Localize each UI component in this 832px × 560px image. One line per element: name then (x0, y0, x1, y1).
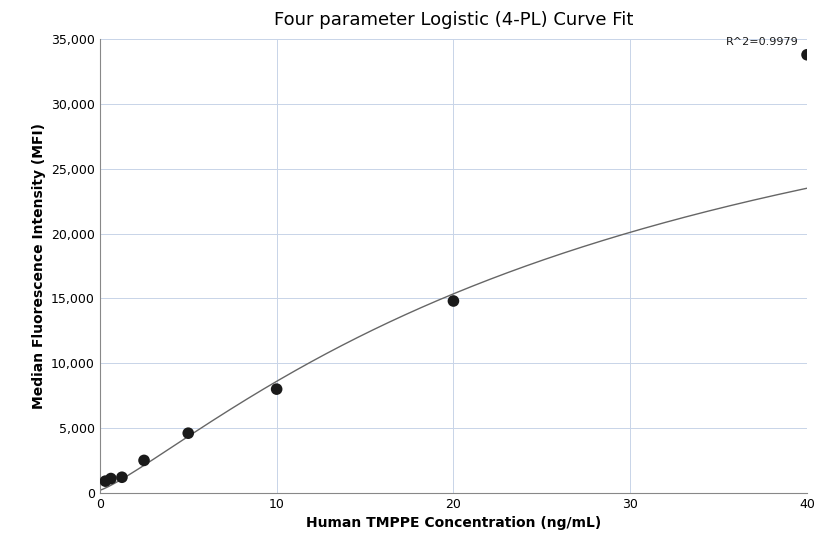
Text: R^2=0.9979: R^2=0.9979 (726, 37, 798, 47)
Point (270, 385, 283, 394)
Point (137, 456, 151, 465)
Point (447, 296, 460, 305)
Point (800, 50, 814, 59)
X-axis label: Human TMPPE Concentration (ng/mL): Human TMPPE Concentration (ng/mL) (306, 516, 601, 530)
Point (116, 473, 129, 482)
Point (99, 477, 112, 486)
Title: Four parameter Logistic (4-PL) Curve Fit: Four parameter Logistic (4-PL) Curve Fit (274, 11, 633, 29)
Point (104, 474, 117, 483)
Y-axis label: Median Fluorescence Intensity (MFI): Median Fluorescence Intensity (MFI) (32, 123, 46, 409)
Point (181, 429, 195, 438)
